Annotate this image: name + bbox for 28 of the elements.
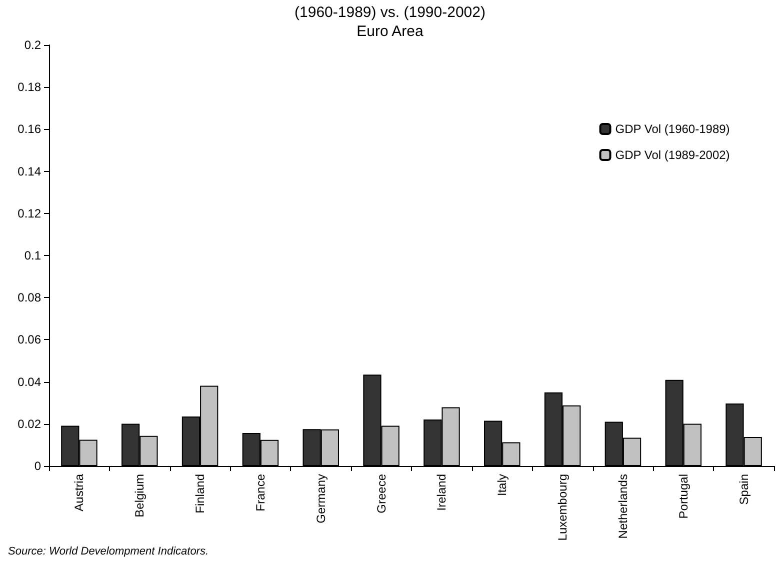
y-tick-label: 0.18 — [18, 80, 42, 94]
x-tick-label: Germany — [314, 474, 328, 524]
x-tick-label: Italy — [495, 474, 510, 496]
source-note: Source: World Develompment Indicators. — [8, 546, 209, 558]
x-tick-label: Finland — [193, 474, 208, 514]
x-tick-label: Ireland — [434, 474, 449, 511]
y-tick-label: 0.16 — [18, 122, 42, 136]
x-tick-label: Portugal — [676, 474, 690, 519]
x-tick-label: Belgium — [132, 474, 147, 518]
legend-label: GDP Vol (1989-2002) — [615, 148, 730, 162]
x-tick-label: Austria — [72, 474, 86, 512]
y-tick-label: 0.1 — [24, 248, 42, 262]
y-tick-label: 0.12 — [18, 206, 42, 220]
y-tick-label: 0.02 — [18, 416, 42, 431]
y-tick-label: 0 — [34, 459, 42, 473]
y-tick-label: 0.04 — [18, 374, 42, 389]
chart-title: (1960-1989) vs. (1990-2002) — [294, 4, 486, 21]
x-tick-label: Spain — [736, 474, 751, 505]
x-tick-label: Luxembourg — [556, 474, 570, 541]
legend-label: GDP Vol (1960-1989) — [615, 122, 730, 136]
y-tick-label: 0.2 — [24, 38, 42, 52]
y-tick-label: 0.08 — [18, 290, 42, 305]
y-tick-label: 0.06 — [18, 332, 42, 347]
x-tick-label: Greece — [374, 474, 388, 514]
y-tick-label: 0.14 — [18, 164, 42, 178]
x-tick-label: Netherlands — [616, 474, 630, 539]
chart-subtitle: Euro Area — [356, 23, 424, 40]
x-tick-label: France — [253, 474, 268, 512]
